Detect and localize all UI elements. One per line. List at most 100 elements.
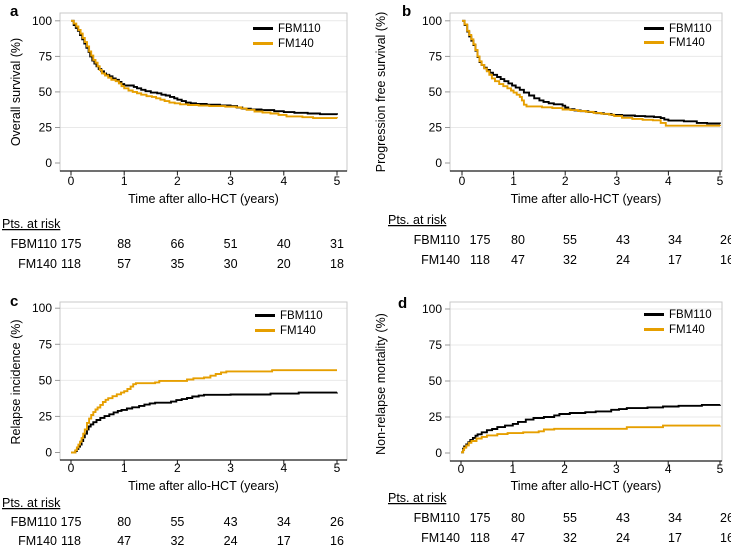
- x-tick-label: 4: [280, 174, 287, 188]
- y-tick-label: 100: [422, 302, 442, 316]
- y-tick-label: 75: [429, 338, 443, 352]
- y-tick-label: 50: [39, 85, 53, 99]
- legend-label-fm140: FM140: [278, 38, 314, 50]
- at-risk-count: 26: [330, 515, 344, 529]
- at-risk-count: 20: [277, 257, 291, 271]
- x-tick-label: 0: [68, 461, 75, 475]
- at-risk-count: 17: [668, 531, 682, 545]
- x-tick-label: 2: [562, 174, 569, 188]
- legend-label-fbm110: FBM110: [669, 23, 712, 35]
- at-risk-row-label-fbm110: FBM110: [11, 515, 57, 529]
- at-risk-count: 34: [668, 511, 682, 525]
- km-curve-fm140: [461, 424, 721, 454]
- legend-label-fm140: FM140: [669, 37, 705, 49]
- y-tick-label: 25: [39, 409, 53, 423]
- at-risk-count: 32: [170, 534, 184, 548]
- at-risk-count: 43: [616, 233, 630, 247]
- at-risk-count: 175: [61, 515, 82, 529]
- x-axis-title: Time after allo-HCT (years): [128, 479, 279, 493]
- x-tick-label: 4: [665, 174, 672, 188]
- km-curve-fbm110: [71, 391, 338, 454]
- x-axis-title: Time after allo-HCT (years): [511, 479, 662, 493]
- km-curve-fm140: [71, 19, 338, 120]
- at-risk-count: 16: [330, 534, 344, 548]
- at-risk-count: 118: [470, 253, 490, 267]
- legend-label-fbm110: FBM110: [278, 23, 321, 35]
- at-risk-count: 17: [668, 253, 682, 267]
- at-risk-count: 31: [330, 237, 344, 251]
- at-risk-count: 88: [117, 237, 131, 251]
- at-risk-count: 30: [224, 257, 238, 271]
- at-risk-count: 55: [563, 233, 577, 247]
- at-risk-count: 16: [720, 531, 731, 545]
- at-risk-count: 16: [720, 253, 731, 267]
- y-axis-title: Overall survival (%): [9, 38, 23, 146]
- y-axis-title: Progression free survival (%): [374, 12, 388, 172]
- x-tick-label: 0: [68, 174, 75, 188]
- at-risk-count: 24: [616, 253, 630, 267]
- x-tick-label: 5: [717, 462, 724, 476]
- at-risk-count: 43: [224, 515, 238, 529]
- x-tick-label: 4: [665, 462, 672, 476]
- at-risk-count: 175: [470, 233, 491, 247]
- panel-a-chart: 0 25 50 75 100 0 1 2 3 4 5 Time after allo-HCT (yea…: [2, 3, 348, 271]
- x-tick-label: 1: [509, 462, 516, 476]
- y-tick-label: 0: [435, 446, 442, 460]
- at-risk-header: Pts. at risk: [2, 496, 61, 510]
- x-tick-label: 2: [561, 462, 568, 476]
- x-axis-title: Time after allo-HCT (years): [511, 192, 662, 206]
- at-risk-row-label-fbm110: FBM110: [414, 511, 460, 525]
- x-tick-label: 3: [227, 174, 234, 188]
- panel-a: 0 25 50 75 100 0 1 2 3 4 5 Time after allo-HCT (yea…: [0, 0, 365, 280]
- km-curve-fm140: [462, 19, 721, 127]
- at-risk-count: 47: [511, 253, 525, 267]
- at-risk-count: 34: [277, 515, 291, 529]
- at-risk-count: 26: [720, 233, 731, 247]
- at-risk-count: 32: [563, 253, 577, 267]
- km-curve-fm140: [71, 369, 337, 454]
- x-tick-label: 3: [227, 461, 234, 475]
- y-tick-label: 50: [429, 85, 443, 99]
- at-risk-count: 80: [511, 511, 525, 525]
- at-risk-count: 40: [277, 237, 291, 251]
- x-axis-title: Time after allo-HCT (years): [128, 192, 279, 206]
- at-risk-row-label-fbm110: FBM110: [414, 233, 460, 247]
- y-tick-label: 50: [429, 374, 443, 388]
- y-tick-label: 100: [422, 14, 442, 28]
- x-tick-label: 4: [280, 461, 287, 475]
- at-risk-count: 18: [330, 257, 344, 271]
- at-risk-count: 66: [170, 237, 184, 251]
- at-risk-count: 47: [117, 534, 131, 548]
- y-axis-title: Relapse incidence (%): [9, 319, 23, 444]
- at-risk-count: 26: [720, 511, 731, 525]
- at-risk-count: 34: [668, 233, 682, 247]
- legend-label-fbm110: FBM110: [669, 309, 712, 321]
- at-risk-row-label-fm140: FM140: [421, 253, 460, 267]
- at-risk-count: 51: [224, 237, 238, 251]
- x-tick-label: 1: [510, 174, 517, 188]
- panel-d: 0 25 50 75 100 0 1 2 3 4 5 Time after allo-HCT (yea…: [365, 280, 731, 548]
- at-risk-count: 55: [170, 515, 184, 529]
- panel-b: 0 25 50 75 100 0 1 2 3 4 5 Time after allo-HCT (yea…: [365, 0, 731, 280]
- y-axis-title: Non-relapse mortality (%): [374, 313, 388, 455]
- x-tick-label: 2: [174, 461, 181, 475]
- y-tick-label: 75: [39, 337, 53, 351]
- at-risk-count: 175: [61, 237, 82, 251]
- at-risk-row-label-fm140: FM140: [18, 534, 57, 548]
- x-tick-label: 5: [717, 174, 724, 188]
- at-risk-row-label-fm140: FM140: [421, 531, 460, 545]
- y-tick-label: 0: [435, 156, 442, 170]
- km-curve-fbm110: [461, 403, 721, 454]
- at-risk-count: 24: [224, 534, 238, 548]
- x-tick-label: 5: [334, 174, 341, 188]
- panel-letter: d: [398, 295, 407, 312]
- x-tick-label: 2: [174, 174, 181, 188]
- y-tick-label: 25: [39, 121, 53, 135]
- at-risk-count: 175: [470, 511, 491, 525]
- at-risk-row-label-fbm110: FBM110: [11, 237, 57, 251]
- y-tick-label: 0: [45, 156, 52, 170]
- at-risk-count: 118: [61, 534, 81, 548]
- at-risk-header: Pts. at risk: [388, 213, 447, 227]
